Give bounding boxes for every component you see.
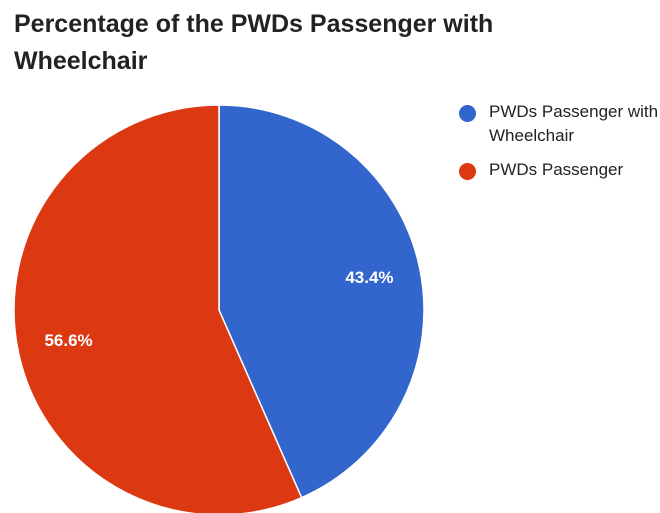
legend-item-passenger[interactable]: PWDs Passenger	[459, 158, 659, 182]
legend-swatch-wheelchair	[459, 105, 476, 122]
legend-item-wheelchair[interactable]: PWDs Passenger with Wheelchair	[459, 100, 659, 148]
chart-title: Percentage of the PWDs Passenger with Wh…	[14, 10, 494, 75]
pie-slice-0[interactable]	[218, 104, 425, 499]
slice-label-1: 56.6%	[44, 331, 92, 350]
legend: PWDs Passenger with Wheelchair PWDs Pass…	[459, 100, 659, 192]
legend-label-passenger: PWDs Passenger	[489, 160, 624, 179]
legend-swatch-passenger	[459, 163, 476, 180]
slice-label-0: 43.4%	[345, 268, 393, 287]
legend-label-wheelchair: PWDs Passenger with Wheelchair	[489, 102, 659, 145]
pie-slice-1[interactable]	[13, 104, 303, 513]
